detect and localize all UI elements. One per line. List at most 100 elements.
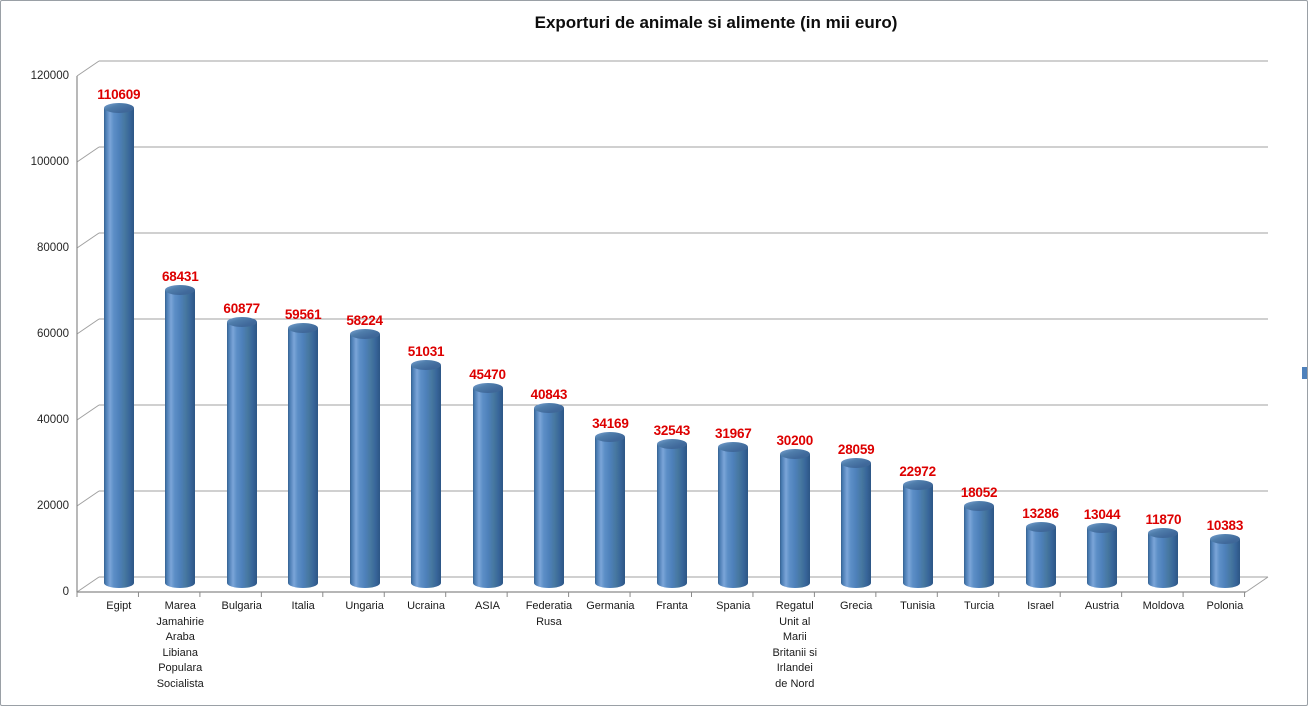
cylinder-top <box>902 480 933 491</box>
category-label-polonia: Polonia <box>1206 600 1244 612</box>
category-label-grecia: Grecia <box>839 600 873 612</box>
category-label-franta: Franta <box>655 600 688 612</box>
value-label-federatia: 40843 <box>530 387 568 403</box>
cylinder-body <box>226 322 257 588</box>
bar-regatul[interactable] <box>779 449 810 588</box>
value-label-asia: 45470 <box>469 367 506 383</box>
category-label-moldova: Moldova <box>1142 600 1185 612</box>
cylinder-top <box>595 432 626 443</box>
cylinder-body <box>902 485 933 588</box>
cylinder-body <box>349 333 380 588</box>
value-label-polonia: 10383 <box>1206 518 1244 534</box>
axis-tick-label: 80000 <box>37 242 69 254</box>
cylinder-body <box>1025 526 1056 588</box>
depth-connector <box>76 146 100 163</box>
category-label-austria: Austria <box>1084 600 1120 612</box>
value-label-regatul: 30200 <box>776 433 814 449</box>
category-label-spania: Spania <box>716 600 751 612</box>
cylinder-body <box>718 446 749 588</box>
cylinder-body <box>411 364 442 588</box>
cylinder-top <box>718 441 749 452</box>
bar-egipt[interactable] <box>103 103 134 588</box>
legend-fragment-icon[interactable] <box>1302 367 1307 379</box>
cylinder-body <box>288 327 319 588</box>
bar-asia[interactable] <box>472 383 503 588</box>
cylinder-body <box>1148 532 1179 588</box>
bar-franta[interactable] <box>656 439 687 588</box>
value-label-ucraina: 51031 <box>407 343 445 359</box>
bar-marea[interactable] <box>165 284 196 588</box>
bar-austria[interactable] <box>1087 522 1117 588</box>
value-label-franta: 32543 <box>653 423 691 439</box>
cylinder-top <box>533 403 564 414</box>
value-label-tunisia: 22972 <box>899 464 936 480</box>
depth-connector <box>76 576 100 593</box>
cylinder-top <box>1025 521 1056 532</box>
value-label-germania: 34169 <box>592 416 629 432</box>
value-label-marea: 68431 <box>161 268 199 284</box>
axis-tick-label: 120000 <box>30 70 69 82</box>
cylinder-body <box>964 506 995 588</box>
bar-spania[interactable] <box>718 441 749 588</box>
bar-turcia[interactable] <box>964 501 995 588</box>
value-label-grecia: 28059 <box>837 442 875 458</box>
cylinder-top <box>841 458 872 469</box>
cylinder-top <box>288 322 319 333</box>
category-label-italia: Italia <box>291 600 315 612</box>
bar-grecia[interactable] <box>841 458 872 588</box>
chart-title: Exporturi de animale si alimente (in mii… <box>534 13 898 32</box>
category-label-israel: Israel <box>1027 600 1054 612</box>
cylinder-body <box>656 444 687 588</box>
cylinder-top <box>1087 522 1117 533</box>
cylinder-top <box>964 501 995 512</box>
depth-connector <box>76 232 100 249</box>
cylinder-body <box>533 408 564 588</box>
cylinder-body <box>165 289 196 588</box>
category-label-egipt: Egipt <box>106 600 132 612</box>
value-label-italia: 59561 <box>284 306 322 322</box>
bar-italia[interactable] <box>288 322 319 588</box>
category-label-federatia: Federatia Rusa <box>525 600 573 628</box>
bar-tunisia[interactable] <box>902 480 933 588</box>
cylinder-top <box>165 284 196 295</box>
bar-moldova[interactable] <box>1148 527 1179 588</box>
depth-connector <box>76 404 100 421</box>
cylinder-body <box>595 437 626 588</box>
bar-bulgaria[interactable] <box>226 317 257 588</box>
value-label-ungaria: 58224 <box>346 312 383 328</box>
cylinder-body <box>1209 539 1240 588</box>
cylinder-body <box>472 388 503 588</box>
value-label-bulgaria: 60877 <box>223 301 260 317</box>
bar-israel[interactable] <box>1025 521 1056 588</box>
cylinder-top <box>349 328 380 339</box>
bar-ungaria[interactable] <box>349 328 380 588</box>
category-label-turcia: Turcia <box>964 600 995 612</box>
cylinder-top <box>472 383 503 394</box>
value-label-israel: 13286 <box>1022 505 1059 521</box>
value-label-austria: 13044 <box>1083 506 1121 522</box>
category-label-tunisia: Tunisia <box>900 600 936 612</box>
category-label-ungaria: Ungaria <box>345 600 384 612</box>
axis-tick-label: 0 <box>62 586 69 598</box>
axis-tick-label: 40000 <box>37 414 69 426</box>
value-label-spania: 31967 <box>715 425 752 441</box>
category-label-germania: Germania <box>586 600 635 612</box>
bar-ucraina[interactable] <box>411 359 442 588</box>
cylinder-top <box>411 359 442 370</box>
bar-germania[interactable] <box>595 432 626 588</box>
cylinder-top <box>1209 534 1240 545</box>
bar-polonia[interactable] <box>1209 534 1240 588</box>
cylinder-body <box>1087 527 1117 588</box>
depth-connector <box>76 60 100 77</box>
axis-tick-label: 100000 <box>30 156 69 168</box>
cylinder-body <box>779 454 810 588</box>
category-label-regatul: Regatul Unit al Marii Britanii si Irland… <box>772 600 818 690</box>
bar-federatia[interactable] <box>533 403 564 588</box>
floor-right-edge <box>1245 576 1269 593</box>
cylinder-body <box>103 108 134 588</box>
cylinder-top <box>1148 527 1179 538</box>
cylinder-top <box>226 317 257 328</box>
cylinder-body <box>841 463 872 588</box>
